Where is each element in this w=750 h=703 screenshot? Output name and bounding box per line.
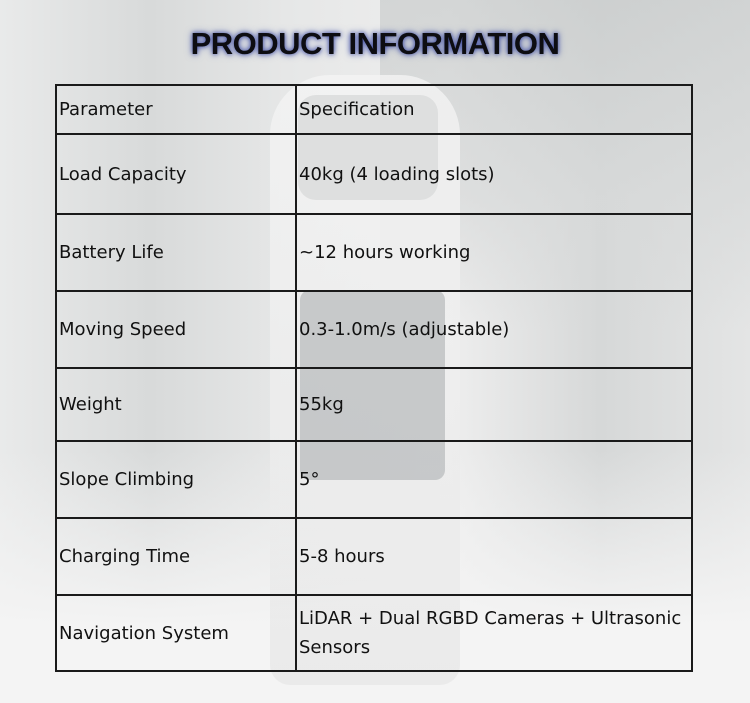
- table-row: Load Capacity 40kg (4 loading slots): [55, 133, 693, 215]
- table-row: Moving Speed 0.3-1.0m/s (adjustable): [55, 290, 693, 369]
- table-row: Weight 55kg: [55, 367, 693, 442]
- spec-cell: 55kg: [295, 367, 693, 442]
- table-row: Navigation System LiDAR + Dual RGBD Came…: [55, 594, 693, 672]
- parameter-cell: Load Capacity: [55, 133, 297, 215]
- spec-cell: LiDAR + Dual RGBD Cameras + Ultrasonic S…: [295, 594, 693, 672]
- header-parameter: Parameter: [55, 84, 297, 135]
- parameter-cell: Weight: [55, 367, 297, 442]
- parameter-cell: Moving Speed: [55, 290, 297, 369]
- spec-cell: ~12 hours working: [295, 213, 693, 292]
- table-row: Slope Climbing 5°: [55, 440, 693, 519]
- header-specification: Specification: [295, 84, 693, 135]
- parameter-cell: Battery Life: [55, 213, 297, 292]
- spec-cell: 5°: [295, 440, 693, 519]
- parameter-cell: Charging Time: [55, 517, 297, 596]
- table-row: Charging Time 5-8 hours: [55, 517, 693, 596]
- spec-cell: 5-8 hours: [295, 517, 693, 596]
- spec-cell: 0.3-1.0m/s (adjustable): [295, 290, 693, 369]
- parameter-cell: Navigation System: [55, 594, 297, 672]
- parameter-cell: Slope Climbing: [55, 440, 297, 519]
- table-row: Battery Life ~12 hours working: [55, 213, 693, 292]
- table-header-row: Parameter Specification: [55, 84, 693, 135]
- page-title: PRODUCT INFORMATION: [190, 26, 560, 61]
- spec-table: Parameter Specification Load Capacity 40…: [55, 84, 693, 672]
- spec-cell: 40kg (4 loading slots): [295, 133, 693, 215]
